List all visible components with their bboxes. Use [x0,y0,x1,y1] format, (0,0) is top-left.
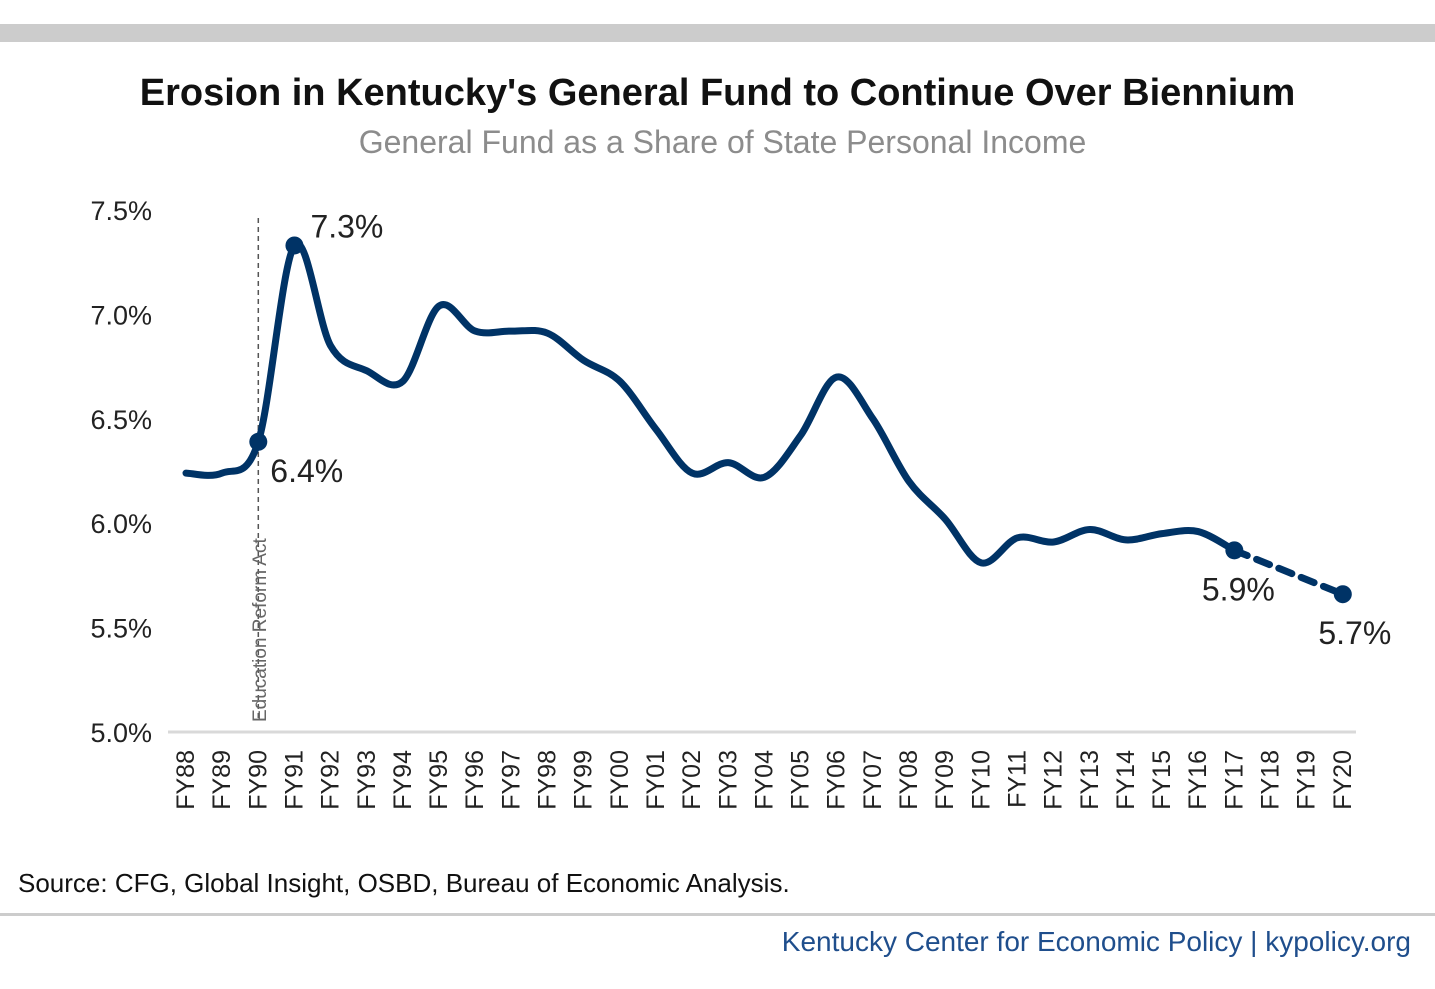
data-point [285,236,304,255]
x-tick-label: FY98 [534,750,562,810]
x-tick-label: FY07 [859,750,887,810]
credit-link[interactable]: Kentucky Center for Economic Policy | ky… [781,926,1411,957]
x-tick-label: FY96 [461,750,489,810]
y-tick-label: 5.0% [90,718,152,748]
x-tick-label: FY05 [787,750,815,810]
x-tick-label: FY97 [497,750,525,810]
x-tick-label: FY10 [967,750,995,810]
data-point [249,432,268,451]
history-line [182,240,1238,567]
data-point [1333,585,1352,604]
x-tick-label: FY15 [1148,750,1176,810]
x-tick-label: FY03 [714,750,742,810]
data-label: 5.9% [1202,571,1275,607]
x-tick-label: FY09 [931,750,959,810]
chart-title: Erosion in Kentucky's General Fund to Co… [139,72,1296,114]
x-tick-label: FY92 [317,750,345,810]
top-bar [0,24,1435,42]
x-tick-label: FY19 [1293,750,1321,810]
chart-subtitle: General Fund as a Share of State Persona… [358,124,1087,160]
x-tick-label: FY17 [1220,750,1248,810]
x-tick-label: FY18 [1257,750,1285,810]
x-tick-label: FY16 [1184,750,1212,810]
y-tick-label: 5.5% [90,614,152,644]
x-tick-label: FY11 [1003,750,1031,808]
x-tick-label: FY04 [750,750,778,810]
x-tick-label: FY13 [1076,750,1104,810]
footer-divider [0,913,1435,916]
data-label: 5.7% [1318,615,1391,651]
annotation-label: Education Reform Act [250,538,271,722]
x-tick-label: FY20 [1329,750,1357,810]
x-tick-label: FY93 [353,750,381,810]
y-tick-label: 6.0% [90,509,152,539]
y-tick-label: 7.0% [90,300,152,330]
x-tick-label: FY14 [1112,750,1140,810]
data-point [1225,541,1244,560]
x-tick-label: FY08 [895,750,923,810]
x-tick-label: FY94 [389,750,417,810]
x-tick-label: FY01 [642,750,670,810]
data-label: 6.4% [270,453,343,489]
x-tick-label: FY99 [570,750,598,810]
y-tick-label: 6.5% [90,405,152,435]
x-tick-label: FY12 [1040,750,1068,810]
line-chart: 5.0% 5.5% 6.0% 6.5% 7.0% 7.5% FY88 FY89 FY90 FY91… [90,196,1391,810]
x-tick-label: FY91 [280,750,308,810]
x-tick-label: FY00 [606,750,634,810]
y-tick-label: 7.5% [90,196,152,226]
source-note: Source: CFG, Global Insight, OSBD, Burea… [18,868,790,898]
x-tick-label: FY90 [244,750,272,810]
x-tick-label: FY06 [823,750,851,810]
x-tick-label: FY95 [425,750,453,810]
x-tick-label: FY89 [208,750,236,810]
x-tick-label: FY02 [678,750,706,810]
x-tick-label: FY88 [172,750,200,810]
data-label: 7.3% [310,208,383,244]
